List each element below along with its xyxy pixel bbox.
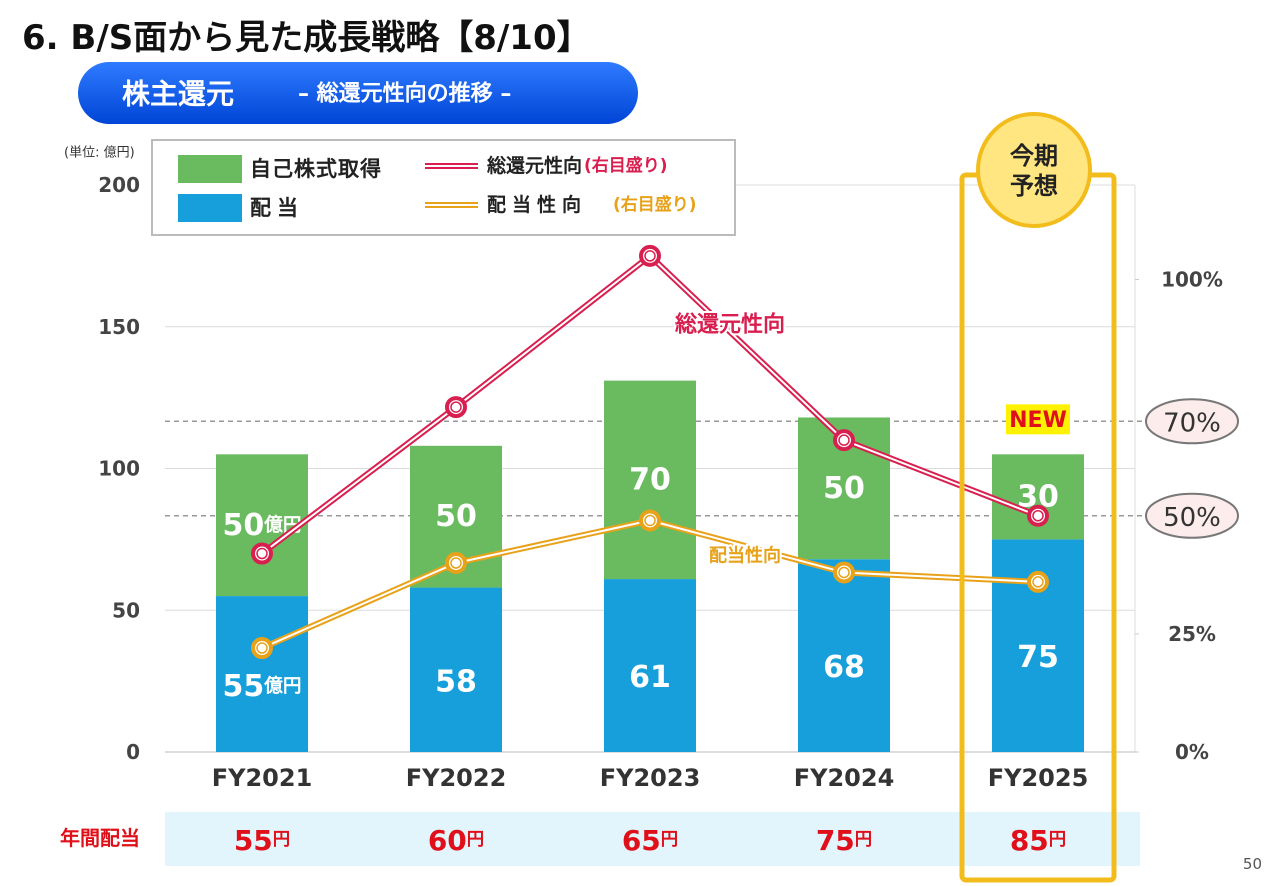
forecast-badge <box>976 112 1092 228</box>
line-point <box>251 637 273 660</box>
x-tick-label: FY2025 <box>988 764 1089 792</box>
line-point <box>833 429 855 452</box>
data-label: 50 <box>435 499 477 534</box>
page-number: 50 <box>1243 855 1262 873</box>
section-title: 株主還元 <box>122 78 234 111</box>
dividend-value: 60円 <box>428 824 484 857</box>
line-point <box>639 244 661 267</box>
x-tick-label: FY2022 <box>406 764 507 792</box>
line-point-inner <box>256 547 268 560</box>
line-point <box>445 552 467 574</box>
line-point-inner <box>838 434 850 446</box>
y-tick-label: 100 <box>98 457 140 481</box>
bar-segment <box>604 380 696 580</box>
legend-label: 配当 <box>250 196 304 220</box>
new-badge: NEW <box>1009 408 1067 433</box>
line-point <box>833 561 855 584</box>
line-point <box>1027 504 1049 527</box>
y-tick-label: 0 <box>126 740 140 764</box>
legend-swatch <box>178 194 242 222</box>
forecast-label: 今期予想 <box>1010 142 1058 200</box>
line-label: 総還元性向 <box>674 312 785 338</box>
y-tick-label: 50 <box>112 598 140 622</box>
dividend-value: 85円 <box>1010 824 1066 857</box>
y-tick-label: 150 <box>98 315 140 339</box>
y2-tick-label: 70% <box>1163 408 1221 438</box>
tick-oval <box>1145 492 1239 539</box>
dividend-value: 55円 <box>234 824 290 857</box>
bar-segment <box>410 587 502 752</box>
data-label: 50 <box>823 471 865 506</box>
section-pill <box>78 62 638 124</box>
line-point-inner <box>644 250 656 262</box>
line-point-inner <box>450 557 462 569</box>
section-subtitle: – 総還元性向の推移 – <box>298 81 511 107</box>
legend-label: 自己株式取得 <box>250 157 382 181</box>
data-label: 75 <box>1017 640 1059 675</box>
dividend-row-label: 年間配当 <box>60 826 140 850</box>
slide-title: 6. B/S面から見た成長戦略【8/10】 <box>22 18 591 58</box>
dividend-value: 65円 <box>622 824 678 857</box>
y2-tick-label: 0% <box>1175 740 1209 764</box>
data-label: 68 <box>823 650 865 685</box>
data-label: 55億円 <box>223 669 302 704</box>
line-point <box>445 396 467 419</box>
data-label: 61 <box>629 660 671 695</box>
line-point-inner <box>256 642 268 654</box>
legend-note: (右目盛り) <box>613 194 697 215</box>
y2-tick-label: 50% <box>1163 503 1221 533</box>
legend-swatch <box>178 155 242 183</box>
line-point-inner <box>1032 576 1044 588</box>
tick-oval <box>1145 398 1239 445</box>
data-label: 58 <box>435 664 477 699</box>
line-point <box>639 509 661 532</box>
line-point-inner <box>1032 510 1044 522</box>
line-point-inner <box>450 401 462 413</box>
y2-tick-label: 100% <box>1161 268 1223 292</box>
y-tick-label: 200 <box>98 173 140 197</box>
line-point-inner <box>838 566 850 579</box>
dividend-value: 75円 <box>816 824 872 857</box>
bar-segment <box>216 596 308 752</box>
line-point <box>1027 570 1049 593</box>
y2-tick-label: 25% <box>1168 622 1216 646</box>
legend-label: 総還元性向 <box>486 154 582 177</box>
bar-segment <box>216 454 308 597</box>
line-point <box>251 542 273 565</box>
data-label: 70 <box>629 462 671 497</box>
legend-label: 配当性向 <box>487 193 587 216</box>
legend-note: (右目盛り) <box>584 155 668 176</box>
legend-box <box>151 139 736 236</box>
bar-segment <box>798 559 890 752</box>
bar-segment <box>604 579 696 752</box>
x-tick-label: FY2024 <box>794 764 895 792</box>
dividend-row-bg <box>165 812 1140 866</box>
line-label: 配当性向 <box>709 545 781 567</box>
x-tick-label: FY2023 <box>600 764 701 792</box>
x-tick-label: FY2021 <box>212 764 313 792</box>
line-point-inner <box>644 514 656 527</box>
unit-label: (単位: 億円) <box>64 145 135 161</box>
new-badge-bg <box>1006 404 1070 435</box>
